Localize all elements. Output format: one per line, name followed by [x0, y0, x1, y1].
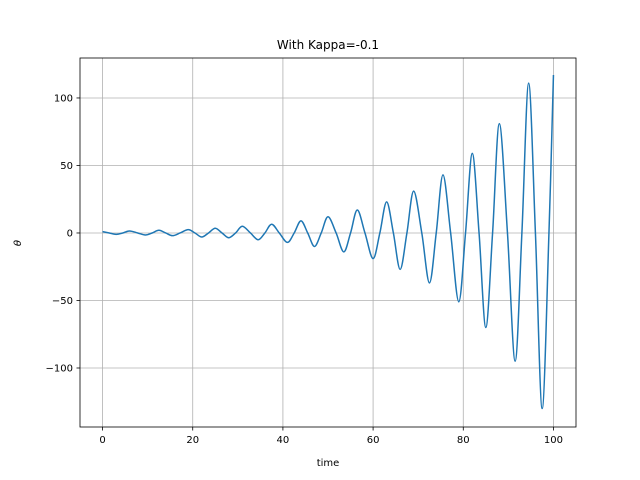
x-axis-label: time [317, 458, 340, 469]
y-tick-label: −50 [52, 296, 73, 307]
x-tick-label: 60 [367, 435, 380, 446]
y-axis-label: θ [13, 240, 24, 246]
chart-title: With Kappa=-0.1 [277, 38, 379, 52]
x-tick-label: 100 [544, 435, 563, 446]
x-tick-label: 80 [457, 435, 470, 446]
x-tick-label: 40 [277, 435, 290, 446]
y-tick-label: 50 [60, 161, 73, 172]
x-tick-label: 0 [99, 435, 105, 446]
x-tick-label: 20 [186, 435, 199, 446]
line-series [102, 74, 555, 410]
y-tick-label: −100 [46, 363, 73, 374]
y-tick-label: 0 [67, 228, 73, 239]
y-tick-label: 100 [54, 93, 73, 104]
axes-frame [79, 57, 577, 428]
